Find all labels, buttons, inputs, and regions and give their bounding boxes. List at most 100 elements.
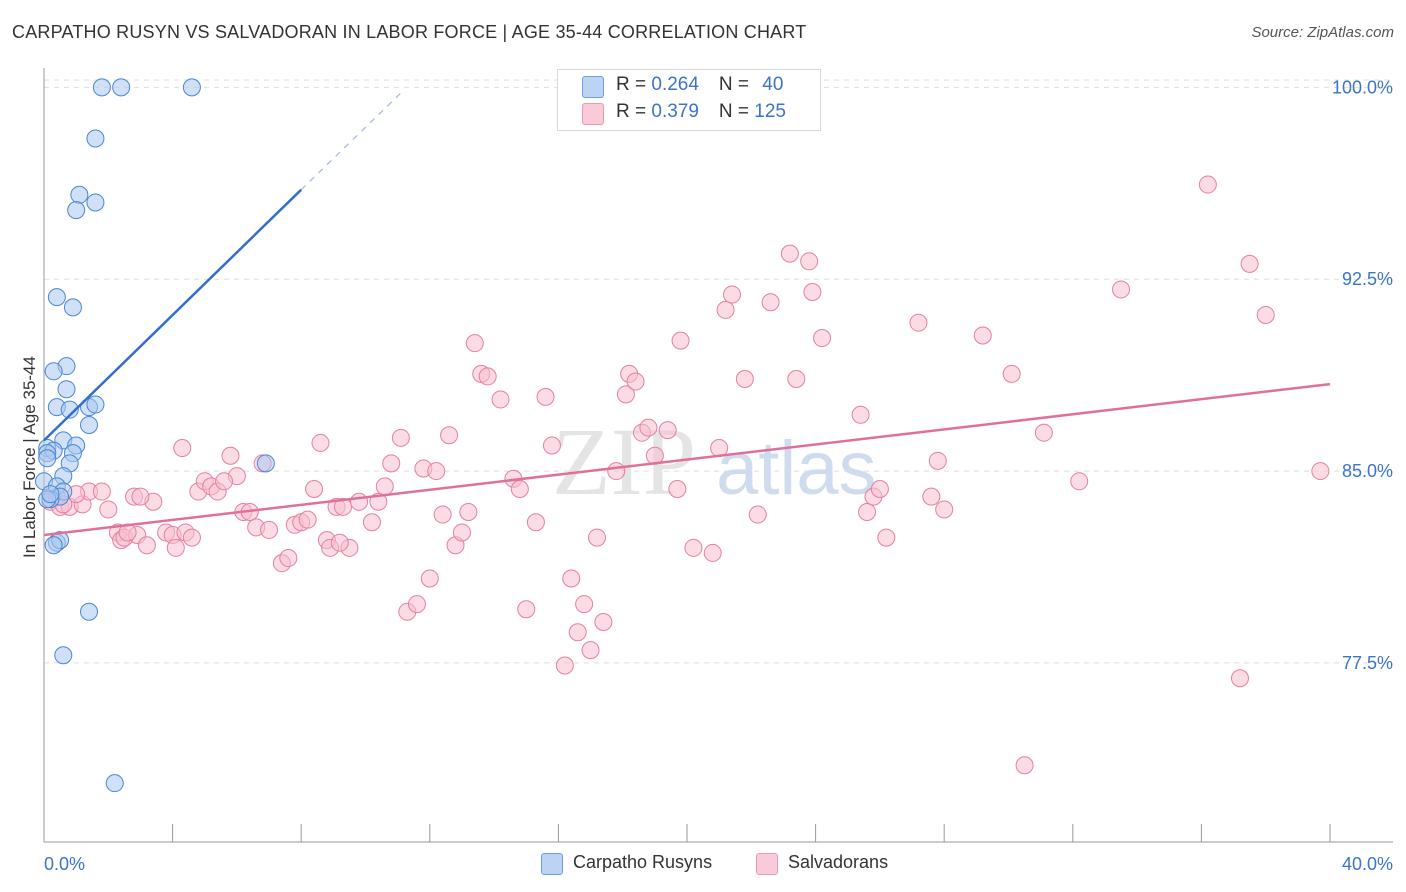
legend-n-label: N =: [718, 74, 755, 95]
stats-legend: R = 0.264 N = 40 R = 0.379 N = 125: [557, 69, 821, 131]
y-tick-label: 85.0%: [1342, 461, 1393, 481]
legend-swatch-blue: [541, 853, 563, 875]
data-point-salvadoran: [440, 426, 459, 445]
data-point-carpatho-rusyn: [44, 362, 63, 381]
data-point-salvadoran: [375, 477, 394, 496]
data-point-carpatho-rusyn: [86, 395, 105, 414]
data-point-salvadoran: [877, 528, 896, 547]
data-point-salvadoran: [330, 533, 349, 552]
data-point-salvadoran: [716, 300, 735, 319]
data-point-salvadoran: [671, 331, 690, 350]
data-point-salvadoran: [703, 543, 722, 562]
data-point-carpatho-rusyn: [63, 298, 82, 317]
data-point-salvadoran: [420, 569, 439, 588]
data-point-salvadoran: [1070, 472, 1089, 491]
data-point-carpatho-rusyn: [44, 536, 63, 555]
data-point-carpatho-rusyn: [41, 485, 60, 504]
data-point-salvadoran: [1256, 306, 1275, 325]
data-point-salvadoran: [851, 405, 870, 424]
data-point-salvadoran: [305, 479, 324, 498]
data-point-salvadoran: [723, 285, 742, 304]
trend-line-salvadorans: [43, 382, 1331, 537]
data-point-salvadoran: [333, 497, 352, 516]
legend-n-label: N =: [718, 101, 755, 122]
data-point-salvadoran: [542, 436, 561, 455]
data-point-salvadoran: [658, 421, 677, 440]
data-point-salvadoran: [928, 451, 947, 470]
data-point-salvadoran: [909, 313, 928, 332]
data-point-carpatho-rusyn: [105, 774, 124, 793]
data-point-salvadoran: [594, 613, 613, 631]
data-point-salvadoran: [639, 418, 658, 437]
data-point-salvadoran: [800, 252, 819, 271]
data-point-salvadoran: [1015, 756, 1034, 775]
legend-r-label: R =: [616, 101, 652, 122]
data-point-salvadoran: [517, 600, 536, 619]
data-point-salvadoran: [465, 334, 484, 353]
data-point-salvadoran: [735, 369, 754, 388]
y-tick-label: 77.5%: [1342, 653, 1393, 673]
data-point-salvadoran: [870, 479, 889, 498]
data-point-salvadoran: [260, 520, 279, 539]
trend-line-extension: [300, 89, 405, 191]
data-point-salvadoran: [433, 505, 452, 524]
data-point-salvadoran: [391, 428, 410, 447]
data-point-salvadoran: [803, 283, 822, 301]
data-point-salvadoran: [587, 528, 606, 547]
data-point-salvadoran: [1230, 669, 1249, 688]
legend-r-value: 0.379: [651, 101, 699, 122]
data-point-carpatho-rusyn: [57, 380, 76, 399]
data-point-salvadoran: [761, 293, 780, 312]
data-point-carpatho-rusyn: [256, 454, 275, 473]
data-point-salvadoran: [510, 479, 529, 498]
data-point-salvadoran: [166, 538, 185, 557]
data-point-salvadoran: [526, 513, 545, 532]
data-point-carpatho-rusyn: [80, 416, 99, 435]
data-point-salvadoran: [137, 536, 156, 555]
data-point-carpatho-rusyn: [92, 78, 111, 97]
data-point-salvadoran: [407, 595, 426, 614]
data-point-salvadoran: [311, 433, 330, 452]
legend-n-value: 40: [762, 74, 784, 95]
data-point-salvadoran: [626, 372, 645, 391]
data-point-salvadoran: [92, 482, 111, 501]
data-point-carpatho-rusyn: [54, 646, 73, 665]
grid-lines: [44, 79, 1392, 664]
data-point-carpatho-rusyn: [60, 400, 79, 419]
data-point-salvadoran: [684, 538, 703, 557]
data-point-salvadoran: [616, 385, 635, 404]
data-point-carpatho-rusyn: [70, 185, 89, 204]
data-point-salvadoran: [362, 513, 381, 532]
tick-labels: 77.5% 85.0% 92.5% 100.0% 0.0% 40.0%: [44, 77, 1393, 874]
data-point-salvadoran: [575, 595, 594, 614]
legend-r-value: 0.264: [651, 74, 699, 95]
data-point-salvadoran: [427, 462, 446, 481]
y-axis-label: In Labor Force | Age 35-44: [20, 356, 39, 558]
legend-label: Salvadorans: [788, 852, 889, 872]
data-point-salvadoran: [279, 549, 298, 568]
data-point-salvadoran: [748, 505, 767, 524]
data-point-salvadoran: [173, 439, 192, 458]
data-point-carpatho-rusyn: [47, 288, 66, 307]
data-point-salvadoran: [787, 369, 806, 388]
data-point-salvadoran: [1198, 175, 1217, 194]
data-point-salvadoran: [780, 244, 799, 263]
chart-title: CARPATHO RUSYN VS SALVADORAN IN LABOR FO…: [12, 22, 807, 42]
data-point-salvadoran: [221, 446, 240, 465]
data-point-salvadoran: [1311, 462, 1330, 481]
data-point-salvadoran: [562, 569, 581, 588]
data-point-salvadoran: [813, 329, 832, 348]
data-point-carpatho-rusyn: [67, 201, 86, 220]
data-point-salvadoran: [973, 326, 992, 345]
data-point-salvadoran: [99, 500, 118, 519]
data-point-salvadoran: [459, 503, 478, 521]
data-point-carpatho-rusyn: [80, 602, 99, 621]
data-point-salvadoran: [350, 492, 369, 511]
data-point-salvadoran: [298, 510, 317, 529]
legend-swatch-blue: [582, 76, 604, 98]
data-point-salvadoran: [131, 487, 150, 506]
data-point-carpatho-rusyn: [182, 78, 201, 97]
data-point-salvadoran: [491, 390, 510, 409]
data-point-salvadoran: [555, 656, 574, 675]
